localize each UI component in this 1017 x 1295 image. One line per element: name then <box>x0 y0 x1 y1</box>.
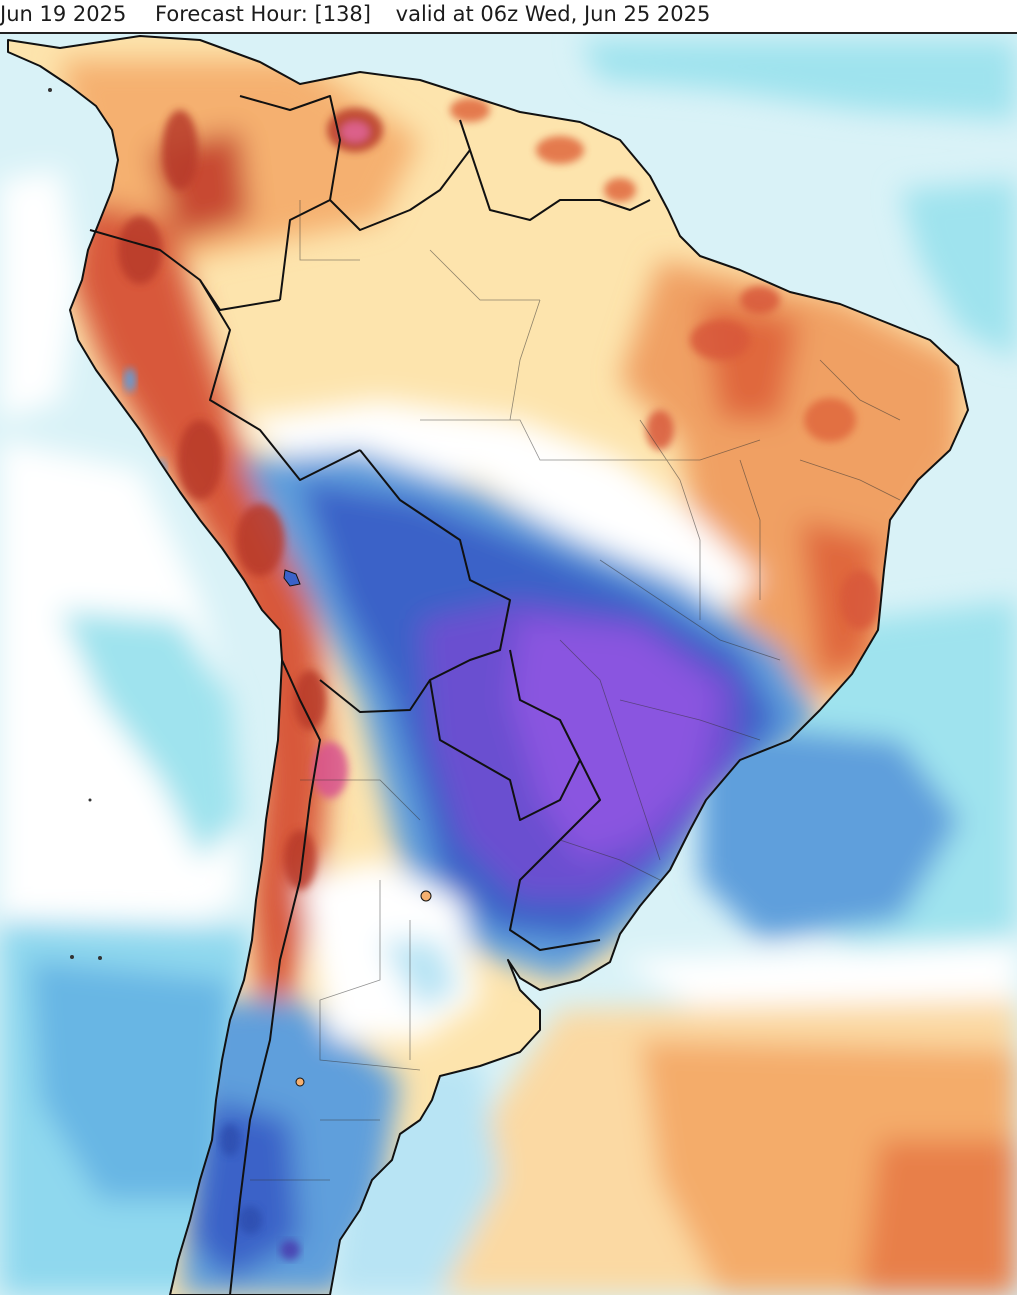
run-date-label: Jun 19 2025 <box>0 2 127 26</box>
cold-speckle-detail <box>124 368 300 1260</box>
small-features <box>48 88 432 1087</box>
temperature-anomaly-map <box>0 34 1017 1295</box>
warm-speckle-detail <box>118 98 880 890</box>
forecast-hour-label: Forecast Hour: [138] <box>155 2 371 26</box>
valid-time-label: valid at 06z Wed, Jun 25 2025 <box>395 2 711 26</box>
country-borders <box>7 35 969 1295</box>
ocean-anomaly-field <box>0 40 1017 1295</box>
forecast-header: Jun 19 2025 Forecast Hour: [138] valid a… <box>0 0 1017 34</box>
map-canvas <box>0 34 1017 1295</box>
state-borders <box>250 200 901 1181</box>
